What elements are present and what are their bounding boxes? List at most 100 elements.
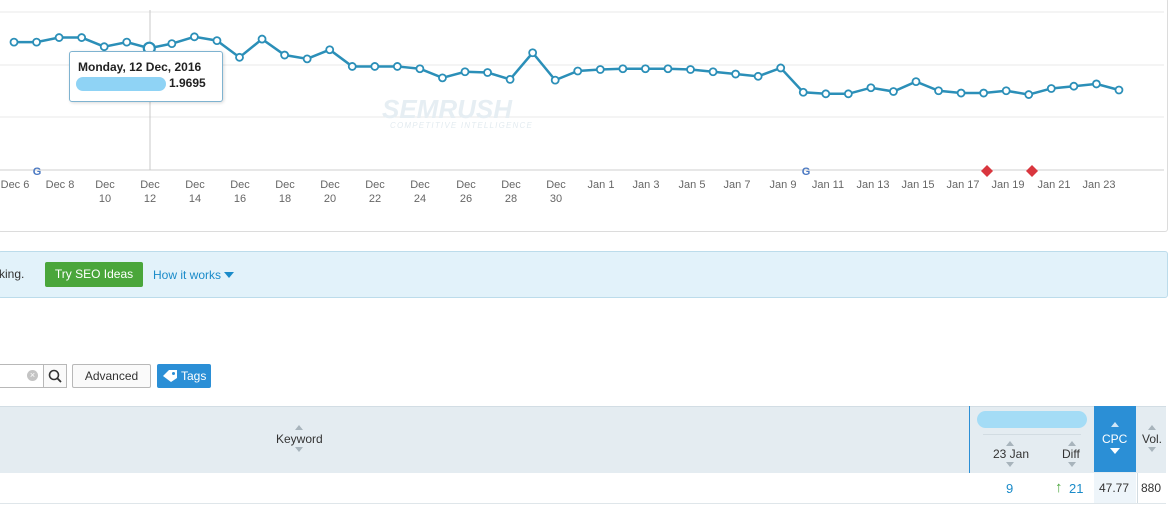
data-point <box>843 89 853 99</box>
data-point <box>1092 79 1101 89</box>
data-point <box>798 87 808 97</box>
column-header-keyword[interactable]: Keyword <box>276 432 323 446</box>
data-point <box>595 65 605 74</box>
tooltip-redacted-label <box>76 77 166 91</box>
data-point <box>618 64 628 74</box>
data-point <box>573 66 583 76</box>
data-point <box>32 37 41 47</box>
volume-cell: 880 <box>1141 481 1162 495</box>
x-tick-label: Jan 19 <box>991 179 1024 191</box>
x-tick-label: Dec <box>456 179 476 191</box>
x-tick-label: Dec <box>546 179 566 191</box>
x-tick-label: Dec <box>275 179 295 191</box>
x-tick-label: Jan 3 <box>633 179 660 191</box>
data-point <box>641 64 650 74</box>
x-tick-label: Dec <box>501 179 521 191</box>
data-point <box>122 37 132 47</box>
tooltip-value: 1.9695 <box>169 76 206 90</box>
header-divider <box>983 434 1081 435</box>
data-point <box>483 68 492 77</box>
column-divider <box>1137 473 1138 503</box>
x-tick-label: 16 <box>234 193 246 205</box>
x-tick-label: Dec 6 <box>1 179 30 191</box>
data-point <box>821 89 831 99</box>
x-tick-label: 18 <box>279 193 291 205</box>
clear-icon[interactable]: × <box>27 370 38 381</box>
data-point <box>911 77 921 87</box>
data-point <box>528 48 538 58</box>
data-point <box>9 37 19 47</box>
redacted-domain-label <box>977 411 1087 428</box>
data-point <box>753 71 763 81</box>
cpc-header-label: CPC <box>1102 432 1128 446</box>
x-tick-label: Jan 11 <box>812 179 844 191</box>
sort-up-icon <box>295 425 303 430</box>
data-point <box>1024 90 1034 99</box>
x-tick-label: 30 <box>550 193 562 205</box>
advanced-filters-button[interactable]: Advanced <box>72 364 151 388</box>
search-button[interactable] <box>43 364 67 388</box>
x-tick-label: Dec 8 <box>46 179 75 191</box>
seo-ideas-info-bar: king. Try SEO Ideas How it works <box>0 251 1168 298</box>
try-seo-ideas-button[interactable]: Try SEO Ideas <box>45 262 143 287</box>
data-point <box>257 34 267 44</box>
position-cell: 9 <box>1006 481 1014 496</box>
data-point <box>686 65 695 74</box>
tags-label: Tags <box>181 369 207 383</box>
table-row[interactable] <box>0 473 1166 504</box>
sort-up-icon <box>1148 425 1156 430</box>
x-tick-label: Jan 1 <box>588 179 615 191</box>
table-header <box>0 406 1166 474</box>
x-tick-label: Jan 5 <box>679 179 706 191</box>
google-update-icon: G <box>802 166 811 178</box>
data-point <box>663 64 673 74</box>
data-point <box>302 54 312 64</box>
x-tick-label: Dec <box>140 179 160 191</box>
data-point <box>415 64 425 74</box>
data-point <box>1001 86 1011 96</box>
data-point <box>550 75 560 85</box>
x-tick-label: Jan 9 <box>770 179 797 191</box>
sort-down-icon <box>1148 447 1156 452</box>
google-update-icon: G <box>33 166 42 178</box>
x-tick-label: Dec <box>320 179 340 191</box>
arrow-up-icon: ↑ <box>1055 479 1063 496</box>
x-tick-label: Dec <box>95 179 115 191</box>
data-point <box>438 73 447 83</box>
column-header-diff[interactable]: Diff <box>1062 447 1080 461</box>
diff-cell: 21 <box>1069 481 1084 496</box>
column-header-volume[interactable]: Vol. <box>1142 432 1163 446</box>
x-tick-label: 28 <box>505 193 517 205</box>
sort-down-icon <box>1006 462 1014 467</box>
x-tick-label: Dec <box>230 179 250 191</box>
data-point <box>956 88 966 98</box>
data-point <box>1046 84 1056 93</box>
x-tick-label: Jan 23 <box>1082 179 1115 191</box>
x-tick-label: Dec <box>185 179 205 191</box>
x-tick-label: Jan 21 <box>1037 179 1070 191</box>
column-header-date[interactable]: 23 Jan <box>993 447 1030 461</box>
cpc-cell: 47.77 <box>1099 481 1130 495</box>
how-it-works-link[interactable]: How it works <box>153 268 235 282</box>
data-point <box>731 69 740 79</box>
search-icon <box>48 369 62 383</box>
data-point <box>1114 85 1124 95</box>
data-point <box>979 88 989 98</box>
column-header-cpc[interactable]: CPC <box>1094 406 1136 472</box>
watermark-brand: SEMRUSH <box>382 94 513 124</box>
data-point <box>934 86 943 96</box>
chevron-down-icon <box>224 272 235 278</box>
tags-button[interactable]: Tags <box>157 364 211 388</box>
x-tick-label: 12 <box>144 193 156 205</box>
x-tick-label: 22 <box>369 193 381 205</box>
sort-up-icon <box>1068 441 1076 446</box>
data-point <box>505 74 515 84</box>
data-point <box>235 52 244 62</box>
x-tick-label: Jan 15 <box>901 179 934 191</box>
data-point <box>392 62 402 71</box>
sort-active-down-icon <box>1110 448 1120 454</box>
x-tick-label: Dec <box>365 179 385 191</box>
x-tick-label: 26 <box>460 193 472 205</box>
data-point <box>54 33 64 42</box>
